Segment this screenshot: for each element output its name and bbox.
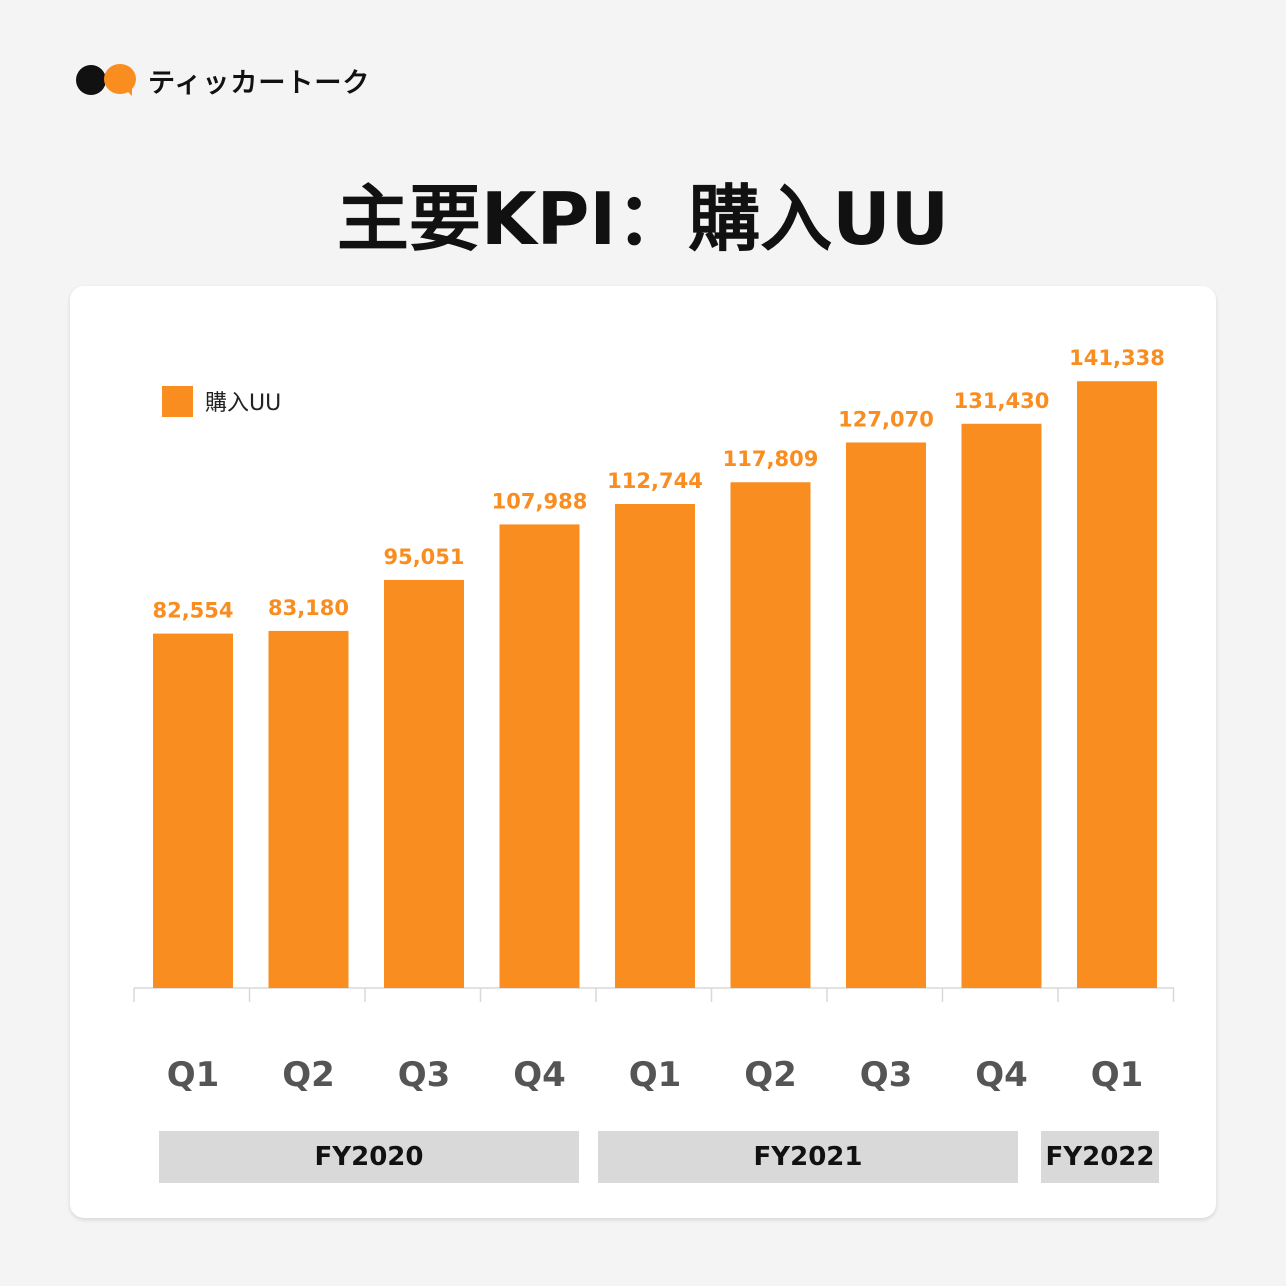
fy-band-fy2022: FY2022 (1041, 1131, 1159, 1183)
data-label-2: 83,180 (268, 596, 349, 620)
data-label-4: 107,988 (492, 489, 588, 513)
bar-7 (846, 442, 926, 988)
logo-mark-icon (76, 60, 138, 100)
brand-name: ティッカートーク (148, 67, 371, 99)
bar-8 (961, 423, 1042, 988)
fy-band-fy2021: FY2021 (598, 1131, 1018, 1183)
brand-logo: ティッカートーク (76, 60, 370, 100)
x-tick-label-2: Q2 (282, 1055, 335, 1095)
bar-4 (499, 524, 580, 988)
x-tick-label-3: Q3 (398, 1055, 451, 1095)
data-label-8: 131,430 (954, 389, 1050, 413)
data-label-9: 141,338 (1069, 346, 1165, 370)
data-label-5: 112,744 (607, 469, 703, 493)
x-tick-label-8: Q4 (975, 1055, 1028, 1095)
bar-9 (1077, 381, 1157, 988)
data-label-3: 95,051 (383, 545, 464, 569)
data-label-6: 117,809 (723, 447, 819, 471)
x-tick-label-4: Q4 (513, 1055, 566, 1095)
x-tick-label-1: Q1 (167, 1055, 220, 1095)
bar-1 (153, 633, 233, 988)
bar-chart: 82,554 Q1 83,180 Q2 95,051 Q3 107,988 Q4 112,744… (133, 346, 1175, 1095)
x-tick-label-7: Q3 (860, 1055, 913, 1095)
chart-card: 購入UU 82,554 Q1 83,180 Q2 95,051 Q3 107,988 Q4 11… (70, 286, 1216, 1218)
data-label-1: 82,554 (152, 599, 233, 623)
x-tick-label-6: Q2 (744, 1055, 797, 1095)
bar-5 (615, 503, 695, 988)
fy-band-fy2020: FY2020 (159, 1131, 579, 1183)
bar-6 (730, 482, 811, 988)
x-tick-label-9: Q1 (1091, 1055, 1144, 1095)
legend-label: 購入UU (205, 391, 282, 416)
page-title: 主要KPI：購入UU (336, 177, 950, 261)
legend-swatch (162, 385, 193, 417)
bar-2 (268, 630, 349, 988)
bar-3 (384, 579, 464, 988)
chart-legend: 購入UU (162, 385, 281, 417)
x-tick-label-5: Q1 (629, 1055, 682, 1095)
data-label-7: 127,070 (838, 407, 934, 431)
